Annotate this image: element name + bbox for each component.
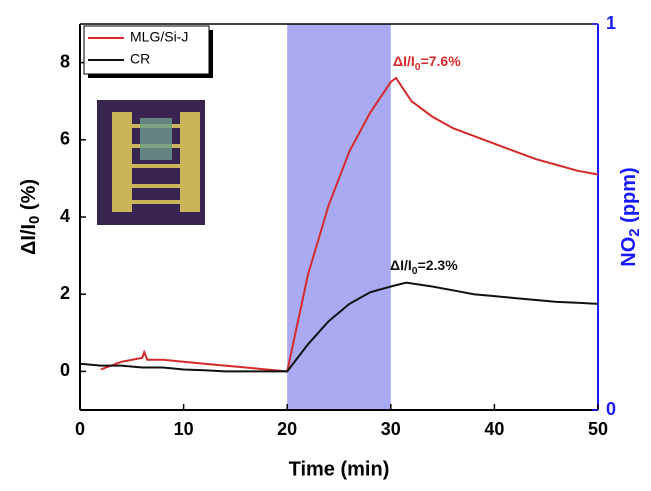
- exposure-band: [287, 24, 391, 410]
- annotation: ΔI/I0=7.6%: [393, 53, 461, 73]
- y-axis-title: ΔI/I0 (%): [18, 179, 43, 255]
- series-line: [100, 76, 599, 373]
- y2-tick-label: 1: [606, 13, 616, 33]
- y-axis-title-main: ΔI/I: [18, 224, 40, 255]
- x-tick-label: 0: [75, 419, 85, 439]
- legend-box: [83, 25, 210, 75]
- annotation-main: ΔI/I: [393, 53, 415, 69]
- legend-label: MLG/Si-J: [130, 29, 188, 45]
- x-tick-label: 40: [484, 419, 504, 439]
- x-tick-label: 10: [174, 419, 194, 439]
- legend-label: CR: [130, 51, 150, 67]
- annotation-main: ΔI/I: [390, 257, 412, 273]
- y2-axis-title-after: (ppm): [618, 167, 640, 228]
- y2-axis-title-main: NO: [618, 237, 640, 267]
- y2-axis-title: NO2 (ppm): [618, 167, 643, 266]
- annotation: ΔI/I0=2.3%: [390, 257, 458, 277]
- annotation-after: =7.6%: [421, 53, 462, 69]
- y-axis-title-after: (%): [18, 179, 40, 216]
- x-tick-label: 20: [277, 419, 297, 439]
- annotation-sub: 0: [415, 61, 421, 73]
- series-line: [79, 281, 599, 373]
- y2-tick-label: 0: [606, 399, 616, 419]
- inset-photo: [97, 100, 205, 225]
- x-tick-label: 50: [588, 419, 608, 439]
- annotation-after: =2.3%: [418, 257, 459, 273]
- y-tick-label: 2: [60, 283, 70, 303]
- y-tick-label: 4: [60, 206, 70, 226]
- annotation-sub: 0: [412, 265, 418, 277]
- y-axis-title-sub: 0: [26, 216, 43, 224]
- y2-axis-title-sub: 2: [626, 228, 643, 236]
- y-tick-label: 0: [60, 360, 70, 380]
- x-tick-label: 30: [381, 419, 401, 439]
- x-axis-title: Time (min): [289, 458, 390, 480]
- y-tick-label: 6: [60, 129, 70, 149]
- y-tick-label: 8: [60, 51, 70, 71]
